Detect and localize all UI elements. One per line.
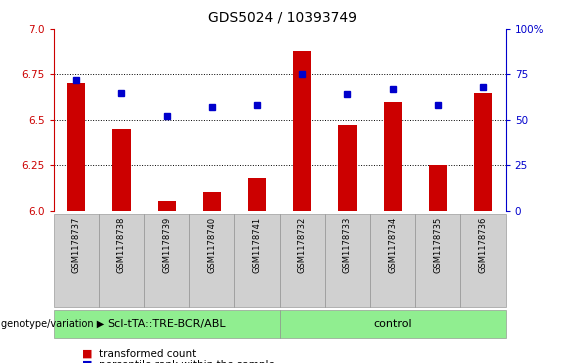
Text: GSM1178735: GSM1178735 <box>433 217 442 273</box>
Bar <box>429 165 447 211</box>
Text: ScI-tTA::TRE-BCR/ABL: ScI-tTA::TRE-BCR/ABL <box>107 319 226 329</box>
Text: GSM1178734: GSM1178734 <box>388 217 397 273</box>
Text: GSM1178740: GSM1178740 <box>207 217 216 273</box>
Text: percentile rank within the sample: percentile rank within the sample <box>99 360 275 363</box>
Text: control: control <box>373 319 412 329</box>
Text: GSM1178736: GSM1178736 <box>479 217 488 273</box>
Bar <box>293 51 311 211</box>
Text: GSM1178732: GSM1178732 <box>298 217 307 273</box>
Text: GDS5024 / 10393749: GDS5024 / 10393749 <box>208 11 357 25</box>
Text: transformed count: transformed count <box>99 349 196 359</box>
Text: GSM1178739: GSM1178739 <box>162 217 171 273</box>
Text: ■: ■ <box>82 349 93 359</box>
Bar <box>384 102 402 211</box>
Text: GSM1178741: GSM1178741 <box>253 217 262 273</box>
Text: ■: ■ <box>82 360 93 363</box>
Bar <box>158 201 176 211</box>
Bar <box>112 129 131 211</box>
Text: genotype/variation ▶: genotype/variation ▶ <box>1 319 105 329</box>
Text: GSM1178738: GSM1178738 <box>117 217 126 273</box>
Bar <box>203 192 221 211</box>
Bar <box>248 178 266 211</box>
Bar <box>474 93 492 211</box>
Text: GSM1178737: GSM1178737 <box>72 217 81 273</box>
Bar <box>67 83 85 211</box>
Bar <box>338 125 357 211</box>
Text: GSM1178733: GSM1178733 <box>343 217 352 273</box>
